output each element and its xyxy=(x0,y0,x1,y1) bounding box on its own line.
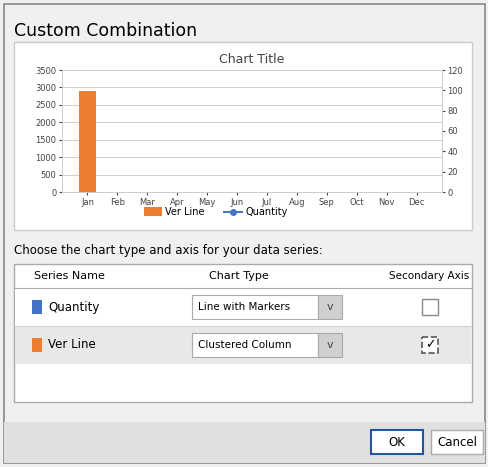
Text: Chart Type: Chart Type xyxy=(208,271,268,281)
Text: Series Name: Series Name xyxy=(34,271,104,281)
Bar xyxy=(421,299,437,315)
Bar xyxy=(79,91,96,192)
Text: v: v xyxy=(326,340,333,350)
Text: Clustered Column: Clustered Column xyxy=(198,340,291,350)
Text: Quantity: Quantity xyxy=(48,300,99,313)
Bar xyxy=(14,42,471,230)
Text: Secondary Axis: Secondary Axis xyxy=(388,271,468,281)
Bar xyxy=(32,300,42,314)
Text: Line with Markers: Line with Markers xyxy=(198,302,289,312)
Bar xyxy=(430,430,482,454)
Text: OK: OK xyxy=(388,436,405,448)
Bar xyxy=(15,326,470,364)
Text: Custom Combination: Custom Combination xyxy=(14,22,197,40)
Bar xyxy=(32,338,42,352)
Bar xyxy=(192,295,317,319)
Text: Ver Line: Ver Line xyxy=(164,207,204,217)
Text: ✓: ✓ xyxy=(424,339,434,352)
Text: Ver Line: Ver Line xyxy=(48,339,96,352)
Bar xyxy=(317,295,341,319)
FancyBboxPatch shape xyxy=(4,4,484,463)
Bar xyxy=(317,333,341,357)
Bar xyxy=(4,422,484,463)
Bar xyxy=(370,430,422,454)
Text: v: v xyxy=(326,302,333,312)
Text: Quantity: Quantity xyxy=(244,207,287,217)
Text: Cancel: Cancel xyxy=(436,436,476,448)
Bar xyxy=(192,333,317,357)
Bar xyxy=(421,337,437,353)
Bar xyxy=(143,207,162,216)
Text: Choose the chart type and axis for your data series:: Choose the chart type and axis for your … xyxy=(14,244,322,257)
Title: Chart Title: Chart Title xyxy=(219,53,284,66)
Bar xyxy=(15,288,470,326)
Bar xyxy=(14,264,471,402)
